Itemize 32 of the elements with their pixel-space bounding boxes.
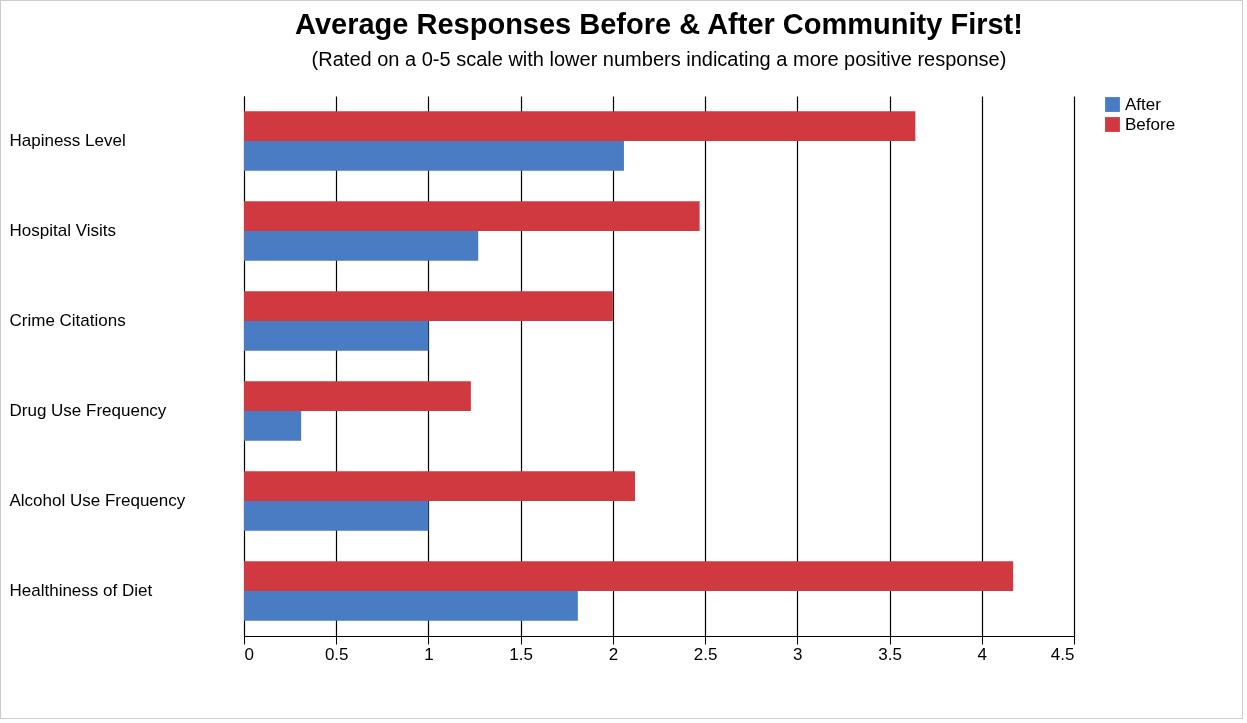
chart-title: Average Responses Before & After Community First!: [295, 8, 1023, 40]
x-tick-label: 1.5: [509, 644, 533, 664]
y-tick-label: Drug Use Frequency: [9, 401, 167, 420]
bar: [244, 501, 429, 531]
x-tick-label: 0: [244, 644, 254, 664]
x-tick-label: 4: [977, 644, 988, 664]
bar: [244, 321, 429, 351]
bar: [244, 561, 1014, 591]
bar: [244, 591, 578, 621]
y-tick-label: Alcohol Use Frequency: [9, 491, 186, 510]
x-tick-label: 3: [793, 644, 803, 664]
bar: [244, 111, 916, 141]
bar: [244, 141, 624, 171]
bar: [244, 231, 479, 261]
bar: [244, 411, 302, 441]
y-tick-label: Healthiness of Diet: [9, 581, 153, 600]
bar: [244, 201, 700, 231]
chart-subtitle: (Rated on a 0-5 scale with lower numbers indicating a more positive response): [311, 48, 1007, 70]
bar: [244, 291, 613, 321]
x-tick-label: 2: [608, 644, 619, 664]
bar: [244, 471, 636, 501]
x-tick-label: 2.5: [693, 644, 718, 664]
y-tick-label: Crime Citations: [9, 311, 126, 330]
x-tick-label: 4.5: [1050, 644, 1075, 664]
x-tick-label: 1: [424, 644, 434, 664]
y-tick-label: Hapiness Level: [9, 131, 126, 150]
legend-label: Before: [1125, 114, 1176, 134]
x-tick-label: 0.5: [324, 644, 349, 664]
bar: [244, 381, 471, 411]
legend-label: After: [1125, 94, 1162, 114]
x-tick-label: 3.5: [878, 644, 902, 664]
y-tick-label: Hospital Visits: [9, 221, 116, 240]
